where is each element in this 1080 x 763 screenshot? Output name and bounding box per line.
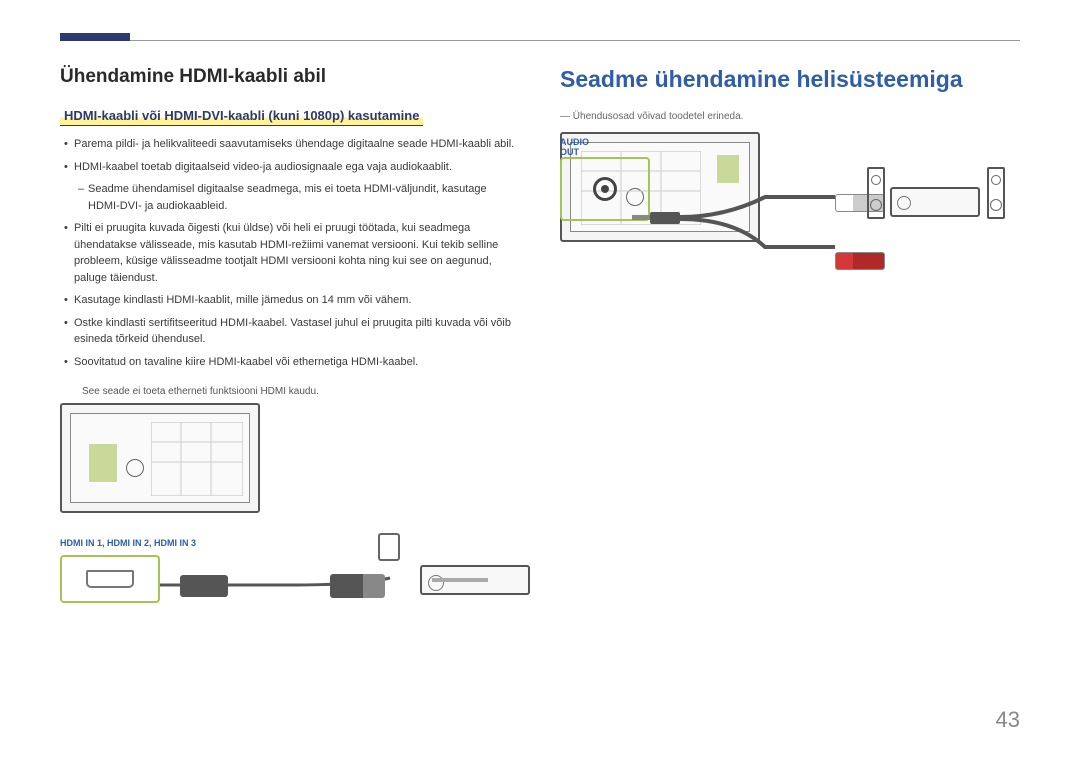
left-sub-heading: HDMI-kaabli või HDMI-DVI-kaabli (kuni 10…	[60, 106, 423, 126]
hdmi-port-box-icon	[60, 555, 160, 603]
hdmi-connector-left-icon	[180, 575, 228, 597]
tv-back-panel-icon	[60, 403, 260, 513]
panel-circle-icon	[126, 459, 144, 477]
note-after-list: See seade ei toeta etherneti funktsiooni…	[60, 386, 520, 397]
port-highlight-icon	[89, 444, 117, 482]
page-content: Ühendamine HDMI-kaabli abil HDMI-kaabli …	[60, 66, 1020, 633]
audio-receiver-icon	[890, 187, 980, 217]
audio-port-highlight-icon	[717, 155, 739, 183]
bullet-sub-item: Seadme ühendamisel digitaalse seadmega, …	[60, 181, 520, 214]
right-heading: Seadme ühendamine helisüsteemiga	[560, 66, 1020, 93]
hdmi-port-icon	[86, 570, 134, 588]
top-divider	[60, 40, 1020, 41]
bullet-item: HDMI-kaabel toetab digitaalseid video-ja…	[60, 159, 520, 176]
bullet-item: Ostke kindlasti sertifitseeritud HDMI-ka…	[60, 315, 520, 348]
speaker-right-icon	[987, 167, 1005, 219]
bullet-item: Parema pildi- ja helikvaliteedi saavutam…	[60, 136, 520, 153]
receiver-device-icon	[420, 565, 530, 595]
hdmi-diagram: HDMI IN 1, HDMI IN 2, HDMI IN 3	[60, 403, 520, 633]
left-column: Ühendamine HDMI-kaabli abil HDMI-kaabli …	[60, 66, 520, 633]
left-heading: Ühendamine HDMI-kaabli abil	[60, 66, 520, 88]
speaker-left-icon	[867, 167, 885, 219]
hdmi-port-label: HDMI IN 1, HDMI IN 2, HDMI IN 3	[60, 538, 520, 548]
audio-jack-icon	[593, 177, 617, 201]
page-number: 43	[996, 707, 1020, 733]
panel-lines-icon	[151, 422, 243, 496]
bullet-item: Soovitatud on tavaline kiire HDMI-kaabel…	[60, 354, 520, 371]
hdmi-connector-right-icon	[330, 574, 385, 598]
audio-port-box-icon	[560, 157, 650, 221]
bullet-item: Pilti ei pruugita kuvada õigesti (kui ül…	[60, 220, 520, 286]
audio-port-label: AUDIO OUT	[560, 137, 589, 157]
bullet-list: Parema pildi- ja helikvaliteedi saavutam…	[60, 136, 520, 370]
rca-red-connector-icon	[835, 252, 885, 270]
right-column: Seadme ühendamine helisüsteemiga Ühendus…	[560, 66, 1020, 633]
audio-diagram: AUDIO OUT	[560, 132, 1020, 362]
bullet-item: Kasutage kindlasti HDMI-kaablit, mille j…	[60, 292, 520, 309]
right-note: Ühendusosad võivad toodetel erineda.	[560, 111, 1020, 122]
hdmi-small-port-icon	[378, 533, 400, 561]
